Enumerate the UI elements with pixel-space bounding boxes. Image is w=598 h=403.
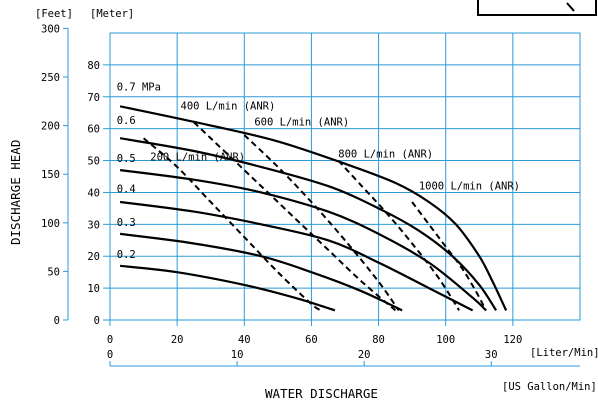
air-curve-3 — [337, 159, 460, 311]
grid — [109, 32, 581, 321]
meter-tick-10: 10 — [87, 283, 100, 295]
x-unit-liter: [Liter/Min] — [530, 347, 598, 359]
liter-tick-60: 60 — [305, 334, 318, 346]
series-label-p04: 0.4 — [117, 183, 136, 195]
series-label-a200: 200 L/min (ANR) — [150, 152, 245, 164]
feet-tick-200: 200 — [41, 121, 60, 133]
series-label-p05: 0.5 — [117, 153, 136, 165]
meter-tick-20: 20 — [87, 251, 100, 263]
air-curve-2 — [243, 134, 400, 311]
series-label-a400: 400 L/min (ANR) — [181, 101, 276, 113]
meter-tick-0: 0 — [94, 315, 100, 327]
meter-tick-80: 80 — [87, 60, 100, 72]
liter-tick-120: 120 — [503, 334, 522, 346]
meter-tick-60: 60 — [87, 124, 100, 136]
series-label-a800: 800 L/min (ANR) — [338, 148, 433, 160]
meter-tick-70: 70 — [87, 92, 100, 104]
feet-tick-250: 250 — [41, 72, 60, 84]
series-label-a1000: 1000 L/min (ANR) — [419, 180, 520, 192]
gallon-tick-10: 10 — [231, 349, 244, 361]
liter-tick-80: 80 — [372, 334, 385, 346]
gallon-tick-30: 30 — [485, 349, 498, 361]
series-label-p03: 0.3 — [117, 217, 136, 229]
header-box-mark — [566, 2, 575, 12]
plot-frame — [109, 32, 581, 321]
air-curve-4 — [411, 201, 487, 311]
y-unit-feet: [Feet] — [35, 8, 73, 20]
header-box — [477, 0, 597, 16]
feet-tick-100: 100 — [41, 218, 60, 230]
pressure-curve-0 — [119, 105, 508, 311]
liter-tick-40: 40 — [238, 334, 251, 346]
feet-tick-300: 300 — [41, 23, 60, 35]
y-unit-meter: [Meter] — [90, 8, 134, 20]
x-unit-gallon: [US Gallon/Min] — [502, 381, 597, 393]
series-labels: 0.7 MPa 0.6 0.5 0.4 0.3 0.2 200 L/min (ANR) 400… — [117, 81, 520, 260]
gallon-tick-0: 0 — [107, 349, 113, 361]
gallon-tick-20: 20 — [358, 349, 371, 361]
x-axis-title: WATER DISCHARGE — [265, 386, 378, 401]
meter-tick-30: 30 — [87, 219, 100, 231]
liter-tick-0: 0 — [107, 334, 113, 346]
series-label-a600: 600 L/min (ANR) — [254, 116, 349, 128]
y-axis-title: DISCHARGE HEAD — [8, 140, 23, 245]
pressure-curve-2 — [119, 169, 487, 312]
liter-tick-100: 100 — [436, 334, 455, 346]
series-label-p06: 0.6 — [117, 115, 136, 127]
air-curve-0 — [142, 137, 323, 312]
meter-tick-40: 40 — [87, 187, 100, 199]
air-curve-1 — [193, 121, 397, 312]
pressure-curve-3 — [119, 200, 474, 312]
series-label-p02: 0.2 — [117, 249, 136, 261]
meter-tick-50: 50 — [87, 156, 100, 168]
feet-tick-150: 150 — [41, 169, 60, 181]
liter-tick-20: 20 — [171, 334, 184, 346]
series-label-p07: 0.7 MPa — [117, 81, 161, 93]
feet-tick-50: 50 — [47, 266, 60, 278]
pressure-curve-4 — [119, 232, 403, 312]
series — [119, 105, 508, 312]
pressure-curve-1 — [119, 137, 498, 312]
feet-tick-0: 0 — [54, 315, 60, 327]
